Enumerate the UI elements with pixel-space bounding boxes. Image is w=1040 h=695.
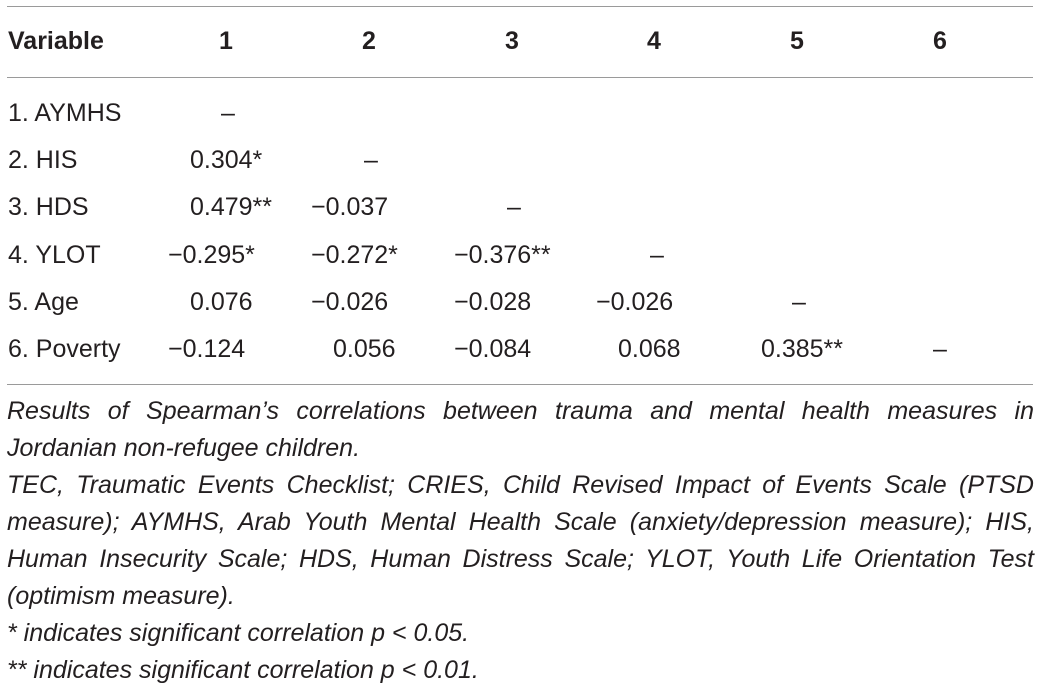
table-cell: −0.028 bbox=[454, 288, 532, 316]
table-cell: 0.056 bbox=[333, 335, 396, 363]
table-cell: – bbox=[933, 335, 947, 363]
table-cell: −0.124 bbox=[168, 335, 246, 363]
row-label: 2. HIS bbox=[8, 146, 78, 174]
table-cell: −0.026 bbox=[311, 288, 389, 316]
table-notes: Results of Spearman’s correlations betwe… bbox=[7, 393, 1034, 689]
table-row: 5. Age 0.076 −0.026 −0.028 −0.026 – bbox=[0, 279, 1040, 326]
table-cell: −0.376** bbox=[454, 241, 551, 269]
table-cell: – bbox=[364, 146, 378, 174]
table-row: 2. HIS 0.304* – bbox=[0, 137, 1040, 184]
table-row: 6. Poverty −0.124 0.056 −0.084 0.068 0.3… bbox=[0, 326, 1040, 373]
table-cell: – bbox=[650, 241, 664, 269]
row-label: 5. Age bbox=[8, 288, 79, 316]
table-row: 3. HDS 0.479** −0.037 – bbox=[0, 184, 1040, 231]
significance-note-p01: ** indicates significant correlation p <… bbox=[7, 656, 479, 684]
table-header-row: Variable 1 2 3 4 5 6 bbox=[0, 18, 1040, 65]
table-cell: −0.272* bbox=[311, 241, 398, 269]
table-row: 1. AYMHS – bbox=[0, 90, 1040, 137]
table-row: 4. YLOT −0.295* −0.272* −0.376** – bbox=[0, 232, 1040, 279]
row-label: 1. AYMHS bbox=[8, 99, 122, 127]
table-top-rule bbox=[7, 6, 1033, 7]
table-cell: 0.479** bbox=[190, 193, 273, 221]
table-cell: −0.295* bbox=[168, 241, 255, 269]
table-cell: −0.026 bbox=[596, 288, 674, 316]
table-cell: −0.084 bbox=[454, 335, 532, 363]
table-cell: – bbox=[507, 193, 521, 221]
header-variable: Variable bbox=[8, 27, 104, 55]
table-cell: – bbox=[221, 99, 235, 127]
header-col-2: 2 bbox=[362, 27, 376, 55]
table-bottom-rule bbox=[7, 384, 1033, 385]
significance-note-p05: * indicates significant correlation p < … bbox=[7, 619, 470, 647]
header-col-1: 1 bbox=[219, 27, 233, 55]
table-cell: 0.068 bbox=[618, 335, 681, 363]
table-cell: – bbox=[792, 288, 806, 316]
header-col-6: 6 bbox=[933, 27, 947, 55]
table-cell: 0.304* bbox=[190, 146, 263, 174]
table-cell: 0.076 bbox=[190, 288, 253, 316]
header-col-5: 5 bbox=[790, 27, 804, 55]
row-label: 3. HDS bbox=[8, 193, 89, 221]
table-cell: 0.385** bbox=[761, 335, 844, 363]
row-label: 6. Poverty bbox=[8, 335, 121, 363]
abbreviations-note: TEC, Traumatic Events Checklist; CRIES, … bbox=[7, 471, 1034, 610]
header-col-3: 3 bbox=[505, 27, 519, 55]
header-col-4: 4 bbox=[647, 27, 661, 55]
row-label: 4. YLOT bbox=[8, 241, 101, 269]
table-header-rule bbox=[7, 77, 1033, 78]
table-cell: −0.037 bbox=[311, 193, 389, 221]
table-caption: Results of Spearman’s correlations betwe… bbox=[7, 397, 1034, 462]
